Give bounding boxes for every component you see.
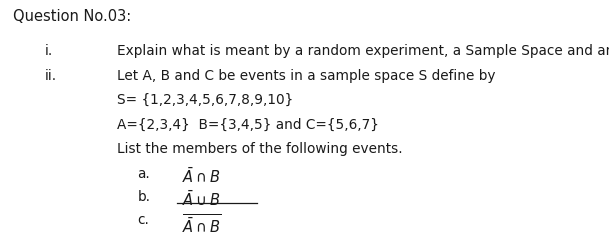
Text: ii.: ii. [45, 69, 57, 83]
Text: $\bar{A}\cup B$: $\bar{A}\cup B$ [182, 190, 220, 209]
Text: Question No.03:: Question No.03: [13, 9, 132, 24]
Text: a.: a. [138, 167, 150, 181]
Text: c.: c. [138, 213, 149, 227]
Text: A={2,3,4}  B={3,4,5} and C={5,6,7}: A={2,3,4} B={3,4,5} and C={5,6,7} [116, 118, 378, 132]
Text: i.: i. [45, 44, 53, 58]
Text: S= {1,2,3,4,5,6,7,8,9,10}: S= {1,2,3,4,5,6,7,8,9,10} [116, 93, 293, 107]
Text: b.: b. [138, 190, 150, 204]
Text: Explain what is meant by a random experiment, a Sample Space and an Event.: Explain what is meant by a random experi… [116, 44, 609, 58]
Text: $\overline{\bar{A}\cap B}$: $\overline{\bar{A}\cap B}$ [182, 213, 222, 235]
Text: Let A, B and C be events in a sample space S define by: Let A, B and C be events in a sample spa… [116, 69, 495, 83]
Text: $\bar{A}\cap B$: $\bar{A}\cap B$ [182, 167, 220, 186]
Text: List the members of the following events.: List the members of the following events… [116, 142, 402, 156]
